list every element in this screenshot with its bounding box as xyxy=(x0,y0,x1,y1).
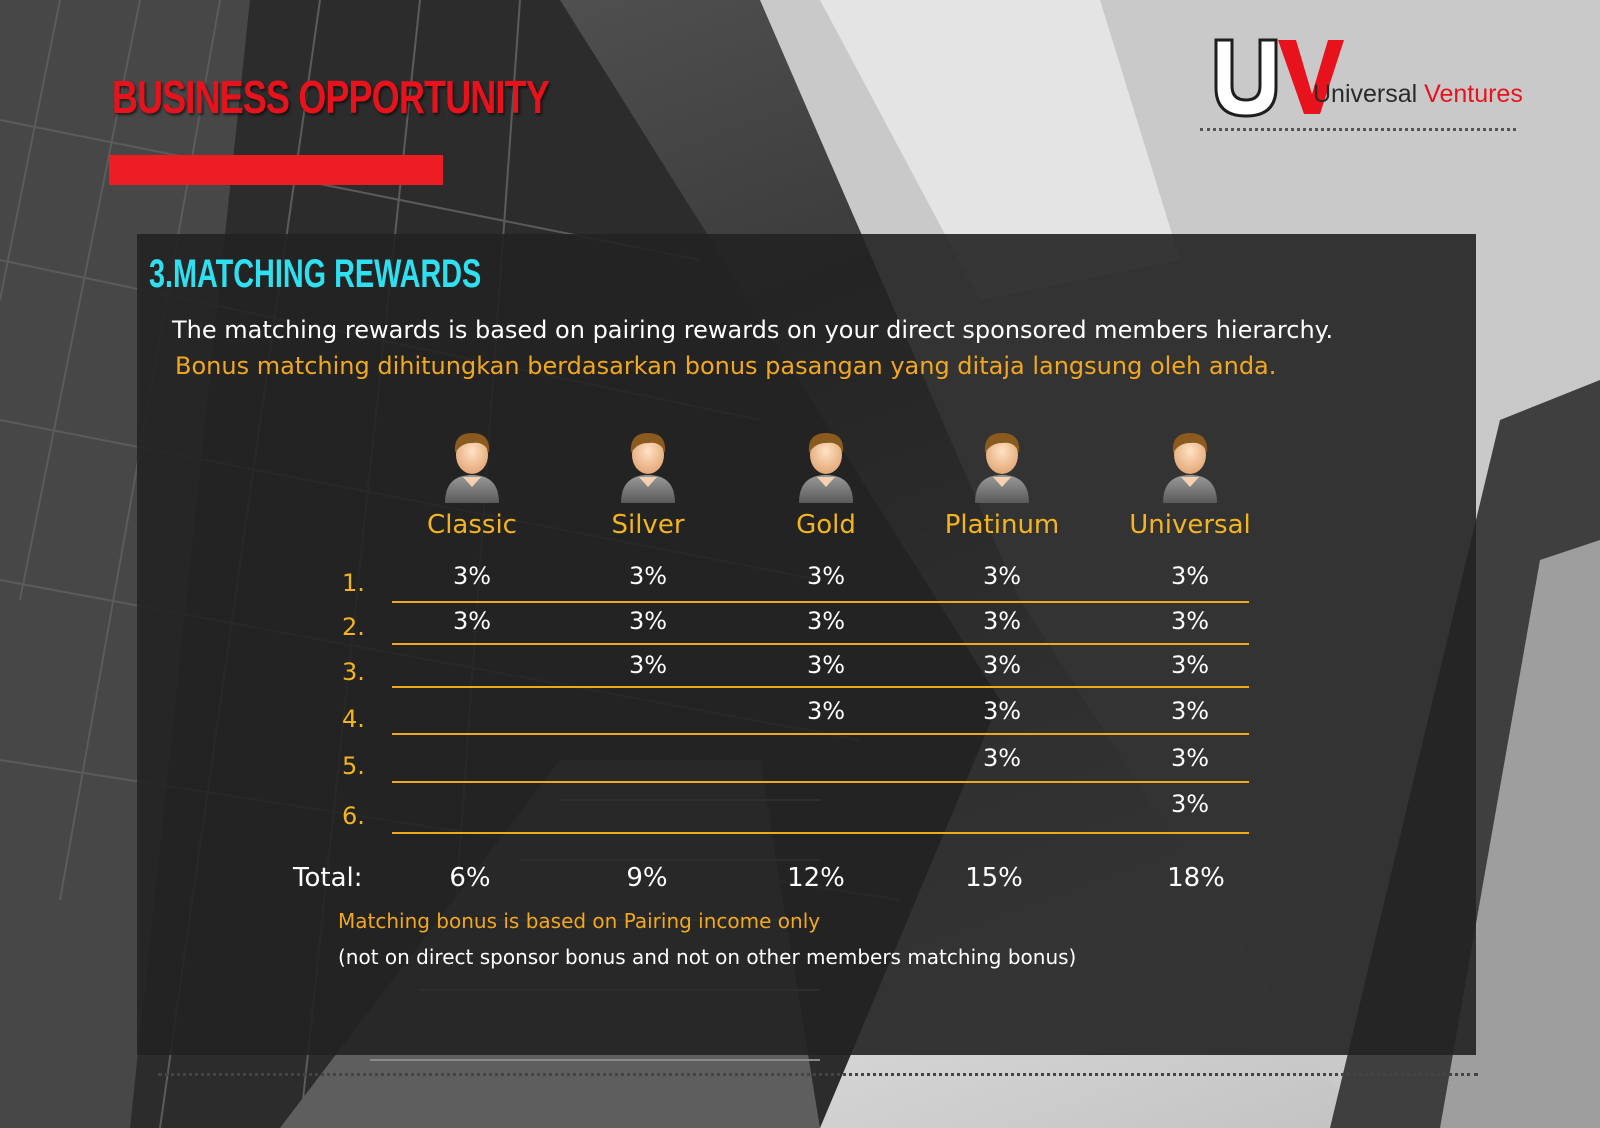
percentage-cell: 3% xyxy=(1170,697,1210,725)
row-separator xyxy=(392,733,1249,735)
total-value: 15% xyxy=(965,863,1023,893)
percentage-cell: 3% xyxy=(982,562,1022,590)
percentage-cell: 3% xyxy=(982,607,1022,635)
member-avatar-icon xyxy=(971,425,1033,505)
percentage-cell: 3% xyxy=(806,697,846,725)
page-title: BUSINESS OPPORTUNITY xyxy=(112,71,550,123)
percentage-cell: 3% xyxy=(982,744,1022,772)
logo-text: Universal Ventures xyxy=(1313,80,1523,109)
rank-column-header: Gold xyxy=(796,510,856,540)
member-avatar-icon xyxy=(617,425,679,505)
member-avatar-icon xyxy=(795,425,857,505)
note-exclusions: (not on direct sponsor bonus and not on … xyxy=(338,945,1077,969)
percentage-cell: 3% xyxy=(806,562,846,590)
percentage-cell: 3% xyxy=(1170,562,1210,590)
percentage-cell: 3% xyxy=(628,651,668,679)
footer-dotted-divider xyxy=(158,1073,1478,1076)
level-number: 5. xyxy=(342,752,365,780)
level-number: 2. xyxy=(342,613,365,641)
level-number: 1. xyxy=(342,569,365,597)
percentage-cell: 3% xyxy=(982,697,1022,725)
total-value: 18% xyxy=(1167,863,1225,893)
percentage-cell: 3% xyxy=(452,562,492,590)
intro-text-malay: Bonus matching dihitungkan berdasarkan b… xyxy=(175,352,1277,380)
percentage-cell: 3% xyxy=(1170,651,1210,679)
universal-ventures-logo xyxy=(1212,36,1512,118)
title-underline-bar xyxy=(109,155,443,185)
level-number: 3. xyxy=(342,658,365,686)
total-value: 12% xyxy=(787,863,845,893)
percentage-cell: 3% xyxy=(628,562,668,590)
percentage-cell: 3% xyxy=(628,607,668,635)
rank-column-header: Universal xyxy=(1129,510,1251,540)
total-value: 9% xyxy=(626,863,668,893)
logo-word-universal: Universal xyxy=(1313,80,1418,108)
level-number: 6. xyxy=(342,802,365,830)
section-title: 3.MATCHING REWARDS xyxy=(149,252,482,296)
percentage-cell: 3% xyxy=(982,651,1022,679)
rank-column-header: Silver xyxy=(611,510,685,540)
row-separator xyxy=(392,686,1249,688)
rank-column-header: Platinum xyxy=(944,510,1060,540)
member-avatar-icon xyxy=(1159,425,1221,505)
percentage-cell: 3% xyxy=(452,607,492,635)
total-label: Total: xyxy=(293,863,363,893)
percentage-cell: 3% xyxy=(1170,744,1210,772)
member-avatar-icon xyxy=(441,425,503,505)
level-number: 4. xyxy=(342,705,365,733)
header-dotted-divider xyxy=(1200,128,1516,131)
row-separator xyxy=(392,781,1249,783)
row-separator xyxy=(392,643,1249,645)
rank-column-header: Classic xyxy=(427,510,517,540)
note-pairing-income: Matching bonus is based on Pairing incom… xyxy=(338,909,821,933)
total-value: 6% xyxy=(449,863,491,893)
logo-word-ventures: Ventures xyxy=(1424,80,1523,108)
percentage-cell: 3% xyxy=(806,651,846,679)
percentage-cell: 3% xyxy=(806,607,846,635)
row-separator xyxy=(392,601,1249,603)
percentage-cell: 3% xyxy=(1170,790,1210,818)
row-separator xyxy=(392,832,1249,834)
intro-text-english: The matching rewards is based on pairing… xyxy=(172,316,1334,344)
percentage-cell: 3% xyxy=(1170,607,1210,635)
